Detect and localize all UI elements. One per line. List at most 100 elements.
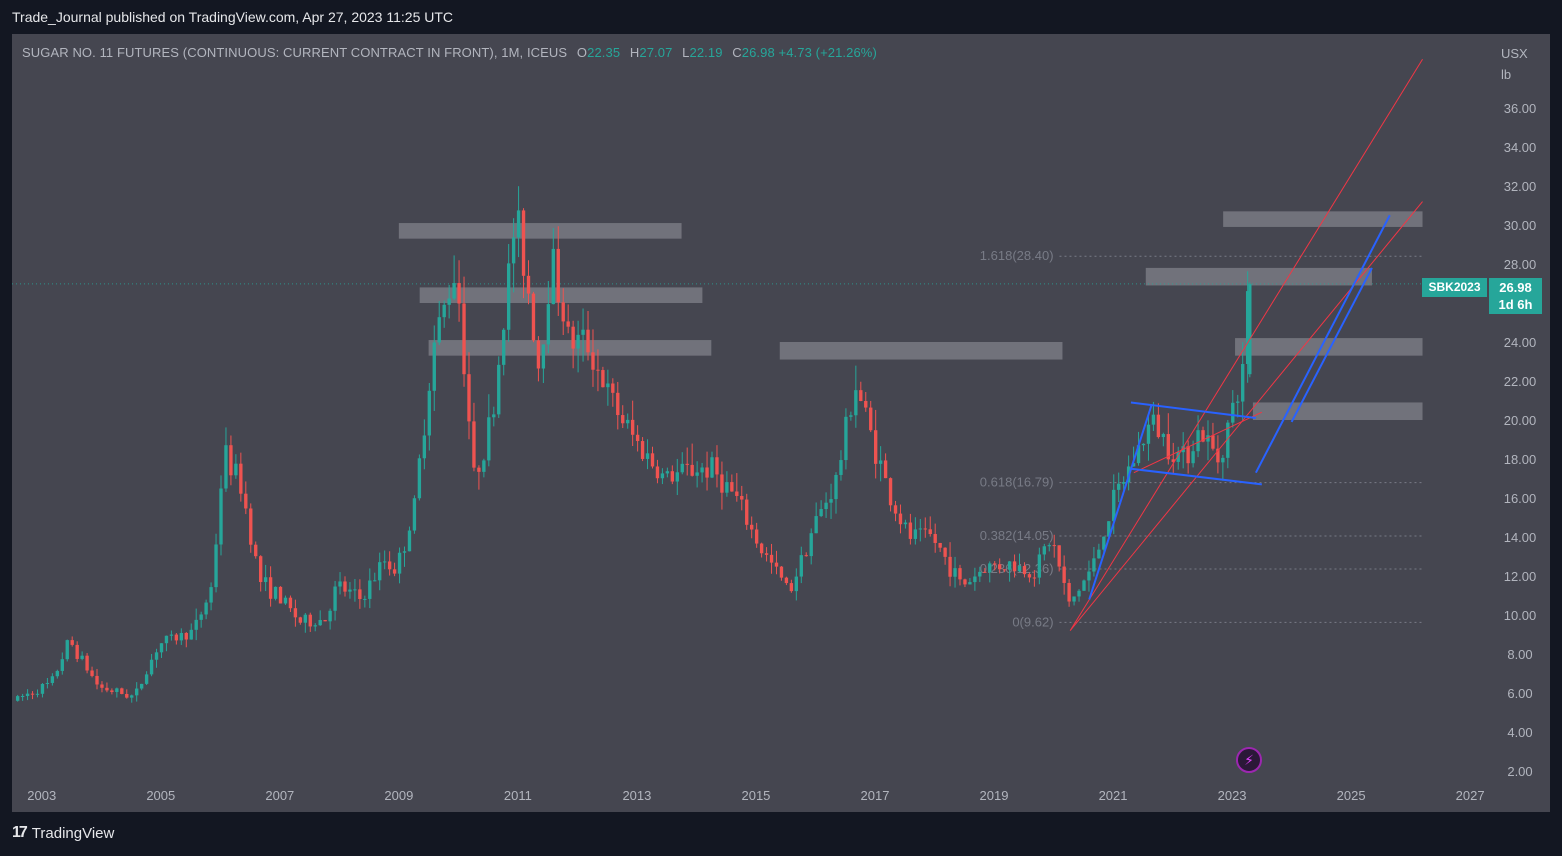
unit-label[interactable]: lb — [1501, 67, 1512, 82]
series-legend: SUGAR NO. 11 FUTURES (CONTINUOUS: CURREN… — [22, 45, 877, 60]
y-tick-label: 8.00 — [1507, 647, 1532, 662]
candle-body — [268, 577, 273, 599]
red-trendline — [1133, 411, 1263, 474]
candle-body — [566, 321, 570, 327]
candle-body — [774, 562, 779, 567]
candle-body — [477, 467, 481, 472]
y-tick-label: 32.00 — [1504, 179, 1537, 194]
legend-title: SUGAR NO. 11 FUTURES (CONTINUOUS: CURREN… — [22, 45, 568, 60]
candle-body — [90, 670, 94, 676]
candle-body — [531, 293, 536, 341]
candle-body — [923, 528, 927, 530]
candle-body — [139, 683, 144, 689]
x-tick-label: 2027 — [1456, 788, 1485, 803]
candle-body — [869, 407, 873, 431]
candle-body — [407, 530, 412, 552]
candle-body — [373, 580, 377, 582]
bar-countdown: 1d 6h — [1498, 297, 1533, 312]
candle-body — [35, 693, 40, 695]
currency-label[interactable]: USX — [1501, 46, 1528, 61]
tradingview-logo[interactable]: 17 TradingView — [12, 824, 114, 842]
candle-body — [516, 210, 521, 238]
candle-body — [958, 568, 962, 580]
candle-body — [506, 263, 511, 330]
candle-body — [730, 482, 734, 492]
y-tick-label: 34.00 — [1504, 140, 1537, 155]
fib-level-label: 0(9.62) — [1012, 614, 1053, 629]
candle-body — [1156, 414, 1161, 438]
candle-body — [105, 687, 109, 691]
candle-body — [1201, 430, 1205, 442]
blue-trendline — [1130, 467, 1262, 486]
candle-body — [526, 275, 531, 294]
legend-open-label: O — [576, 45, 588, 60]
candle-body — [224, 445, 228, 489]
candle-body — [1141, 443, 1146, 446]
x-tick-label: 2017 — [861, 788, 890, 803]
candle-body — [814, 516, 818, 534]
fib-level-label: 1.618(28.40) — [980, 248, 1054, 263]
candle-body — [120, 688, 124, 694]
chart-frame[interactable]: 2.00 4.00 6.00 8.00 10.00 12.00 14.00 16.00 18.0… — [12, 34, 1550, 812]
y-tick-label: 36.00 — [1504, 101, 1537, 116]
candle-body — [392, 569, 397, 574]
y-tick-label: 10.00 — [1504, 608, 1537, 623]
candle-body — [859, 390, 863, 402]
candle-body — [447, 298, 451, 305]
candle-body — [963, 579, 967, 585]
candle-body — [219, 488, 223, 545]
candle-body — [988, 563, 992, 573]
candle-body — [576, 334, 580, 349]
y-tick-label: 12.00 — [1504, 569, 1537, 584]
symbol-tag: SBK2023 — [1422, 278, 1487, 297]
axis-currency[interactable]: USX lb — [1501, 43, 1528, 85]
candle-body — [536, 340, 541, 369]
candle-body — [740, 495, 744, 500]
candle-body — [715, 457, 719, 475]
y-tick-label: 14.00 — [1504, 530, 1537, 545]
legend-open: 22.35 — [587, 45, 621, 60]
price-chart[interactable]: 2.00 4.00 6.00 8.00 10.00 12.00 14.00 16.00 18.0… — [12, 34, 1550, 812]
candle-body — [710, 457, 714, 478]
candle-body — [174, 634, 179, 641]
candle-body — [556, 248, 560, 303]
candle-body — [690, 464, 694, 476]
candle-body — [685, 463, 689, 465]
supply-demand-zone — [779, 342, 1063, 360]
candle-body — [997, 564, 1002, 570]
lightning-icon[interactable]: ⚡ — [1236, 747, 1262, 773]
x-tick-label: 2015 — [741, 788, 770, 803]
candle-body — [1206, 435, 1210, 442]
legend-change: +4.73 (+21.26%) — [778, 45, 877, 60]
candle-body — [968, 582, 972, 585]
candle-body — [263, 577, 268, 583]
candle-body — [254, 544, 258, 557]
candle-body — [338, 581, 342, 587]
candle-body — [745, 499, 749, 525]
candle-body — [1236, 401, 1240, 403]
y-tick-label: 4.00 — [1507, 725, 1532, 740]
candle-body — [655, 466, 660, 479]
x-tick-label: 2013 — [622, 788, 651, 803]
candle-body — [1012, 561, 1017, 572]
candle-body — [1191, 451, 1195, 464]
candle-body — [422, 435, 427, 459]
candle-body — [452, 283, 456, 299]
candle-body — [839, 460, 843, 475]
y-tick-label: 18.00 — [1504, 452, 1537, 467]
candle-body — [125, 693, 129, 698]
candle-body — [283, 597, 288, 604]
candle-body — [1007, 561, 1012, 570]
candle-body — [159, 643, 164, 653]
candle-body — [650, 453, 655, 467]
candle-body — [601, 370, 605, 388]
candle-body — [1092, 558, 1096, 572]
candle-body — [30, 693, 35, 695]
candle-body — [943, 547, 947, 557]
candle-body — [358, 589, 362, 600]
candle-body — [1131, 463, 1136, 467]
candle-body — [318, 619, 322, 626]
candle-body — [144, 674, 149, 684]
candle-body — [60, 659, 64, 671]
candle-body — [750, 524, 754, 530]
